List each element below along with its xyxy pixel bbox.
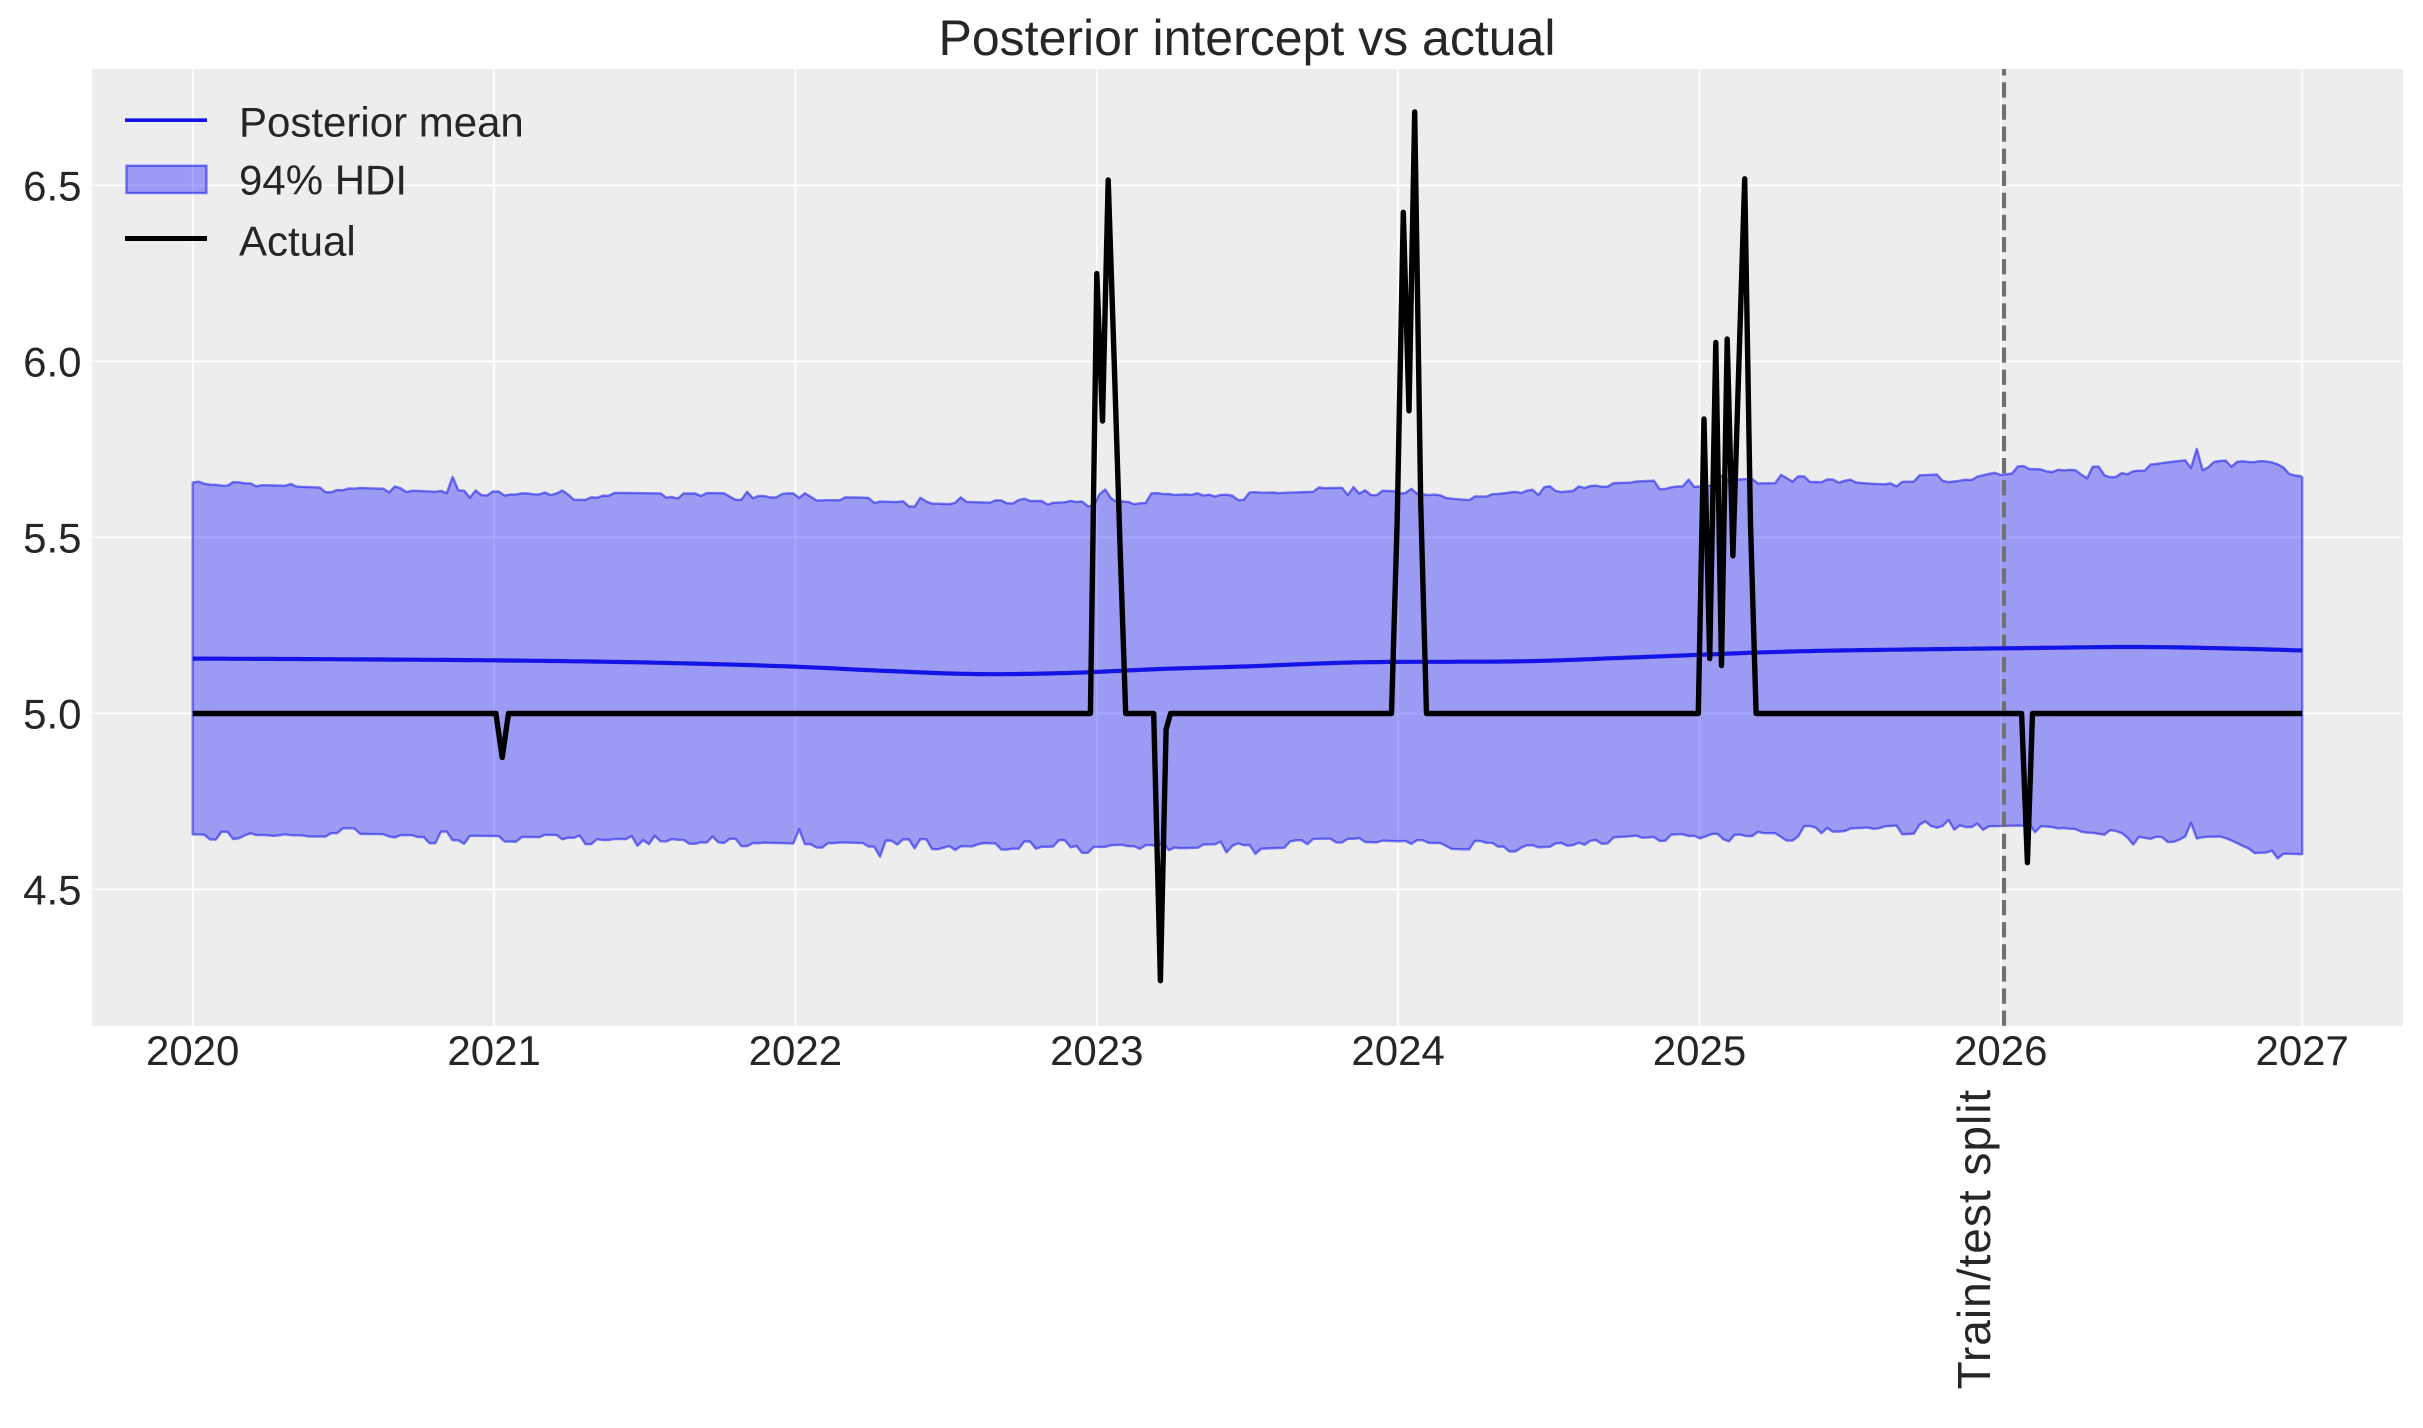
svg-text:Posterior mean: Posterior mean bbox=[239, 99, 524, 146]
svg-text:2026: 2026 bbox=[1954, 1027, 2047, 1074]
svg-text:6.0: 6.0 bbox=[23, 339, 81, 386]
svg-text:2021: 2021 bbox=[447, 1027, 540, 1074]
svg-text:4.5: 4.5 bbox=[23, 867, 81, 914]
svg-text:Actual: Actual bbox=[239, 218, 356, 265]
svg-text:2027: 2027 bbox=[2255, 1027, 2348, 1074]
svg-text:5.5: 5.5 bbox=[23, 515, 81, 562]
svg-text:2023: 2023 bbox=[1050, 1027, 1143, 1074]
svg-text:94% HDI: 94% HDI bbox=[239, 157, 407, 204]
svg-text:2024: 2024 bbox=[1351, 1027, 1444, 1074]
svg-text:2020: 2020 bbox=[146, 1027, 239, 1074]
svg-text:5.0: 5.0 bbox=[23, 691, 81, 738]
svg-text:2022: 2022 bbox=[749, 1027, 842, 1074]
svg-text:Posterior intercept vs actual: Posterior intercept vs actual bbox=[939, 10, 1556, 66]
svg-text:2025: 2025 bbox=[1653, 1027, 1746, 1074]
svg-text:Train/test split: Train/test split bbox=[1948, 1089, 2000, 1390]
svg-text:6.5: 6.5 bbox=[23, 163, 81, 210]
